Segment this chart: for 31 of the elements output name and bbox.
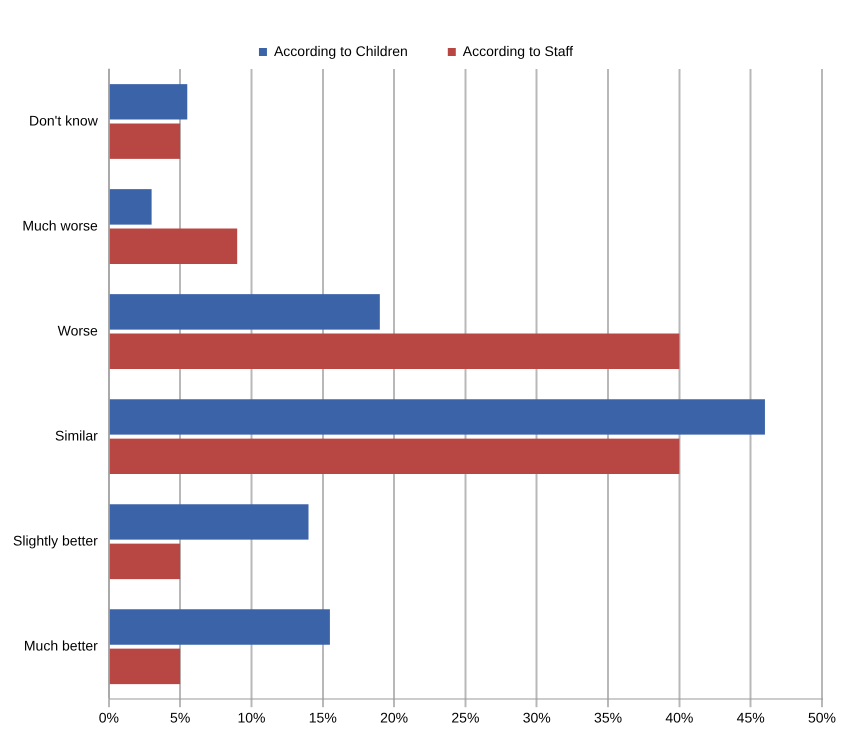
bar xyxy=(110,84,188,120)
y-tick-label: Much worse xyxy=(22,217,98,234)
y-tick-label: Worse xyxy=(58,322,98,338)
bar xyxy=(110,544,180,580)
y-tick-label: Slightly better xyxy=(12,532,98,549)
bar xyxy=(110,504,309,540)
y-tick-label: Much better xyxy=(24,638,98,654)
x-tick-label: 15% xyxy=(308,709,337,726)
x-tick-label: 50% xyxy=(808,709,836,726)
bar xyxy=(110,399,765,435)
x-tick-label: 5% xyxy=(170,709,190,726)
bar xyxy=(110,294,380,330)
x-tick-label: 35% xyxy=(594,709,622,726)
x-tick-label: 30% xyxy=(522,709,551,726)
bar xyxy=(110,189,152,225)
bar xyxy=(110,228,238,264)
x-tick-label: 25% xyxy=(451,709,480,726)
x-tick-label: 0% xyxy=(98,709,119,726)
bar xyxy=(110,648,180,684)
x-tick-label: 20% xyxy=(380,709,408,726)
legend-label: According to Staff xyxy=(462,42,574,59)
x-tick-label: 45% xyxy=(736,709,765,726)
x-tick-label: 10% xyxy=(237,709,266,726)
bar xyxy=(110,438,680,474)
y-tick-label: Don't know xyxy=(28,112,99,128)
y-tick-label: Similar xyxy=(55,427,98,444)
legend-label: According to Children xyxy=(274,42,408,59)
bar xyxy=(110,609,330,645)
x-tick-label: 40% xyxy=(665,709,694,726)
bar xyxy=(110,334,680,369)
bar xyxy=(110,123,180,159)
